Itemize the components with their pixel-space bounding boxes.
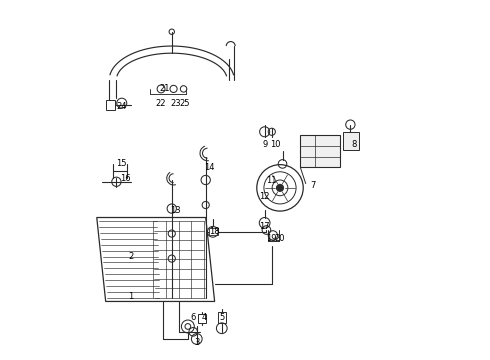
Text: 17: 17 bbox=[259, 222, 270, 231]
Text: 18: 18 bbox=[209, 227, 220, 236]
Text: 9: 9 bbox=[262, 140, 267, 149]
Text: 7: 7 bbox=[310, 181, 316, 190]
Polygon shape bbox=[300, 135, 340, 167]
Polygon shape bbox=[343, 132, 359, 150]
Polygon shape bbox=[97, 217, 215, 301]
Text: 14: 14 bbox=[204, 163, 215, 172]
Text: 4: 4 bbox=[201, 313, 207, 322]
Text: 22: 22 bbox=[156, 99, 166, 108]
Text: 6: 6 bbox=[191, 313, 196, 322]
Text: 11: 11 bbox=[267, 176, 277, 185]
Text: 23: 23 bbox=[170, 99, 181, 108]
Text: 12: 12 bbox=[259, 192, 270, 201]
Polygon shape bbox=[106, 100, 115, 111]
Polygon shape bbox=[218, 312, 226, 323]
Text: 1: 1 bbox=[128, 292, 133, 301]
Text: 20: 20 bbox=[275, 234, 285, 243]
Text: 25: 25 bbox=[179, 99, 190, 108]
Text: 15: 15 bbox=[117, 159, 127, 168]
Polygon shape bbox=[209, 228, 218, 235]
Text: 21: 21 bbox=[159, 84, 170, 93]
Text: 16: 16 bbox=[120, 174, 131, 183]
Text: 3: 3 bbox=[194, 338, 199, 347]
Text: 10: 10 bbox=[270, 140, 281, 149]
Polygon shape bbox=[198, 314, 206, 323]
Text: 2: 2 bbox=[128, 252, 133, 261]
Circle shape bbox=[276, 184, 284, 192]
Text: 5: 5 bbox=[219, 313, 224, 322]
Text: 24: 24 bbox=[117, 102, 127, 111]
Text: 13: 13 bbox=[170, 206, 181, 215]
Text: 8: 8 bbox=[351, 140, 357, 149]
Text: 19: 19 bbox=[266, 234, 276, 243]
